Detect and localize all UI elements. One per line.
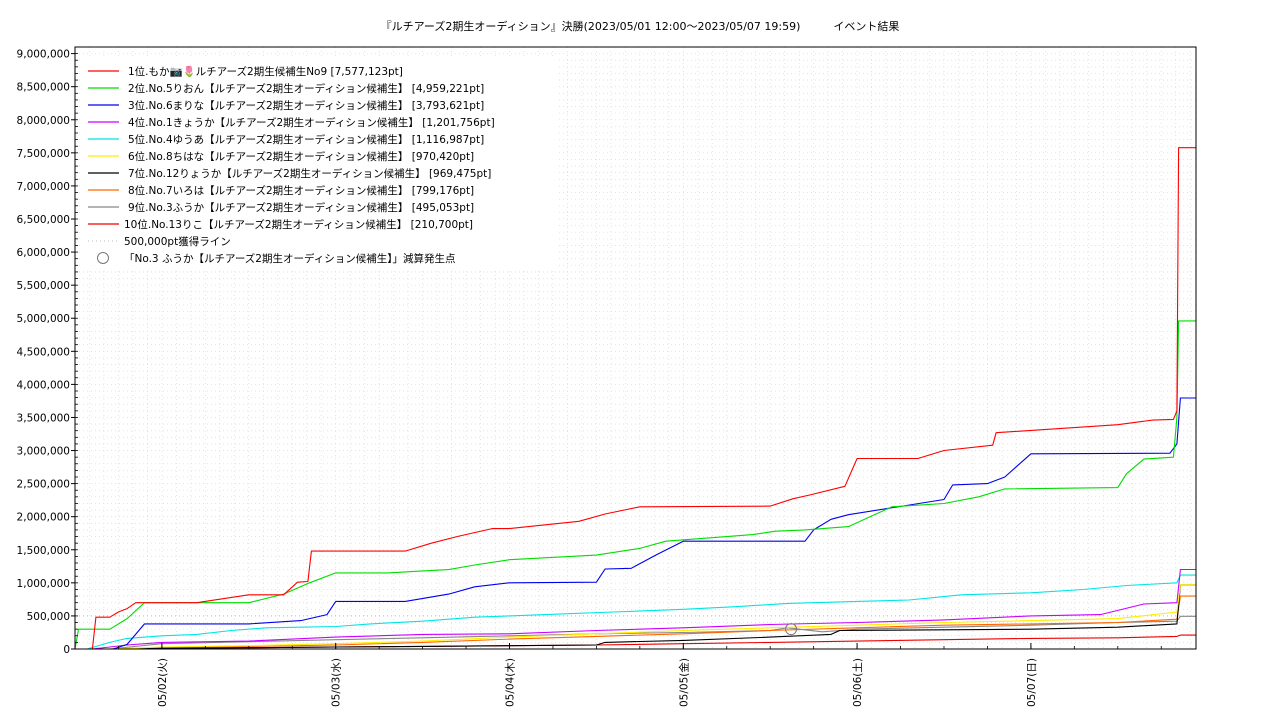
legend-marker (97, 252, 109, 264)
legend-entry: 4位.No.1きょうか【ルチアーズ2期生オーディション候補生】 [1,201,7… (128, 116, 495, 129)
series-line (75, 574, 1196, 650)
series-line (75, 584, 1196, 650)
legend-background (80, 57, 558, 270)
series-line (75, 568, 1196, 650)
y-tick-label: 3,500,000 (17, 412, 70, 424)
series-line (75, 397, 1196, 650)
x-tick-label: 05/05(金) (677, 658, 690, 707)
legend-entry: 1位.もか📷🌷ルチアーズ2期生候補生No9 [7,577,123pt] (128, 65, 403, 78)
y-tick-label: 3,000,000 (17, 446, 70, 458)
y-tick-label: 2,500,000 (17, 479, 70, 491)
legend-entry: 9位.No.3ふうか【ルチアーズ2期生オーディション候補生】 [495,053p… (128, 201, 474, 214)
series-line (74, 320, 1196, 650)
legend-entry: 2位.No.5りおん【ルチアーズ2期生オーディション候補生】 [4,959,22… (128, 82, 484, 95)
y-tick-label: 7,000,000 (17, 181, 70, 193)
y-tick-label: 1,500,000 (17, 545, 70, 557)
series-line (75, 584, 1196, 650)
legend-entry: 10位.No.13りこ【ルチアーズ2期生オーディション候補生】 [210,700… (124, 218, 473, 231)
y-tick-label: 7,500,000 (17, 148, 70, 160)
y-tick-label: 5,500,000 (17, 280, 70, 292)
y-tick-label: 9,000,000 (17, 49, 70, 61)
x-tick-label: 05/07(日) (1026, 658, 1038, 707)
legend-entry: 500,000pt獲得ライン (124, 235, 231, 248)
series-line (75, 595, 1196, 650)
legend-entry: 7位.No.12りょうか【ルチアーズ2期生オーディション候補生】 [969,47… (128, 167, 491, 180)
chart-title: 『ルチアーズ2期生オーディション』決勝(2023/05/01 12:00～202… (380, 20, 900, 33)
x-tick-label: 05/02(火) (157, 658, 169, 707)
x-tick-label: 05/04(木) (504, 658, 516, 707)
y-tick-label: 6,000,000 (17, 247, 70, 259)
x-tick-label: 05/06(土) (851, 658, 864, 707)
y-tick-label: 4,500,000 (17, 346, 70, 358)
x-tick-label: 05/03(水) (331, 658, 343, 707)
legend-entry: 8位.No.7いろは【ルチアーズ2期生オーディション候補生】 [799,176p… (128, 184, 474, 197)
legend-entry: 6位.No.8ちはな【ルチアーズ2期生オーディション候補生】 [970,420p… (128, 150, 474, 163)
y-tick-label: 1,000,000 (17, 578, 70, 590)
legend-entry: 「No.3 ふうか【ルチアーズ2期生オーディション候補生】」減算発生点 (124, 252, 456, 265)
y-tick-label: 5,000,000 (17, 313, 70, 325)
y-tick-label: 6,500,000 (17, 214, 70, 226)
y-tick-label: 8,000,000 (17, 115, 70, 127)
y-tick-label: 4,000,000 (17, 379, 70, 391)
legend-entry: 3位.No.6まりな【ルチアーズ2期生オーディション候補生】 [3,793,62… (128, 99, 484, 112)
legend: 1位.もか📷🌷ルチアーズ2期生候補生No9 [7,577,123pt] 2位.No… (80, 57, 558, 270)
deduction-marker (785, 623, 798, 636)
y-tick-label: 500,000 (27, 611, 70, 623)
y-tick-label: 8,500,000 (17, 82, 70, 94)
series-line (75, 147, 1196, 650)
legend-entry: 5位.No.4ゆうあ【ルチアーズ2期生オーディション候補生】 [1,116,98… (128, 133, 484, 146)
axis-layer: 0 500,000 1,000,000 1,500,000 2,000,000 2,500… (17, 49, 1162, 707)
y-tick-label: 0 (63, 644, 70, 656)
marker-layer (785, 623, 798, 636)
y-tick-label: 2,000,000 (17, 512, 70, 524)
plot-frame (74, 46, 1197, 650)
